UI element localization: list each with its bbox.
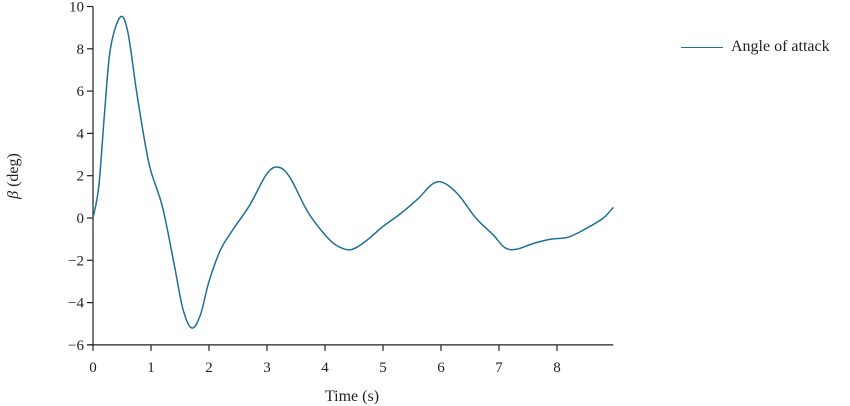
x-tick-label: 7 [495,360,503,376]
x-tick-label: 0 [89,360,97,376]
angle-of-attack-line [92,15,614,329]
y-axis-title: β (deg) [5,153,22,200]
y-tick-label: −6 [68,338,84,354]
x-tick-label: 4 [321,360,329,376]
x-tick-label: 3 [263,360,271,376]
legend-label: Angle of attack [731,38,830,55]
x-tick-label: 8 [553,360,561,376]
y-tick-label: 10 [69,0,84,16]
y-axis: −6 −4 −2 0 2 4 6 8 10 [68,0,94,354]
x-tick-label: 6 [437,360,445,376]
y-tick-label: −4 [68,296,84,312]
y-tick-label: 8 [77,42,85,58]
x-tick-label: 1 [147,360,155,376]
x-axis-title: Time (s) [325,388,379,405]
y-tick-label: 4 [77,126,85,142]
x-axis: 0 1 2 3 4 5 6 7 8 [87,344,614,376]
y-tick-label: 0 [77,211,85,227]
y-tick-label: −2 [68,253,84,269]
legend: Angle of attack [681,38,830,56]
x-tick-label: 5 [379,360,387,376]
x-tick-label: 2 [205,360,213,376]
legend-line-swatch [681,46,723,48]
y-tick-label: 2 [77,169,85,185]
y-tick-label: 6 [77,84,85,100]
